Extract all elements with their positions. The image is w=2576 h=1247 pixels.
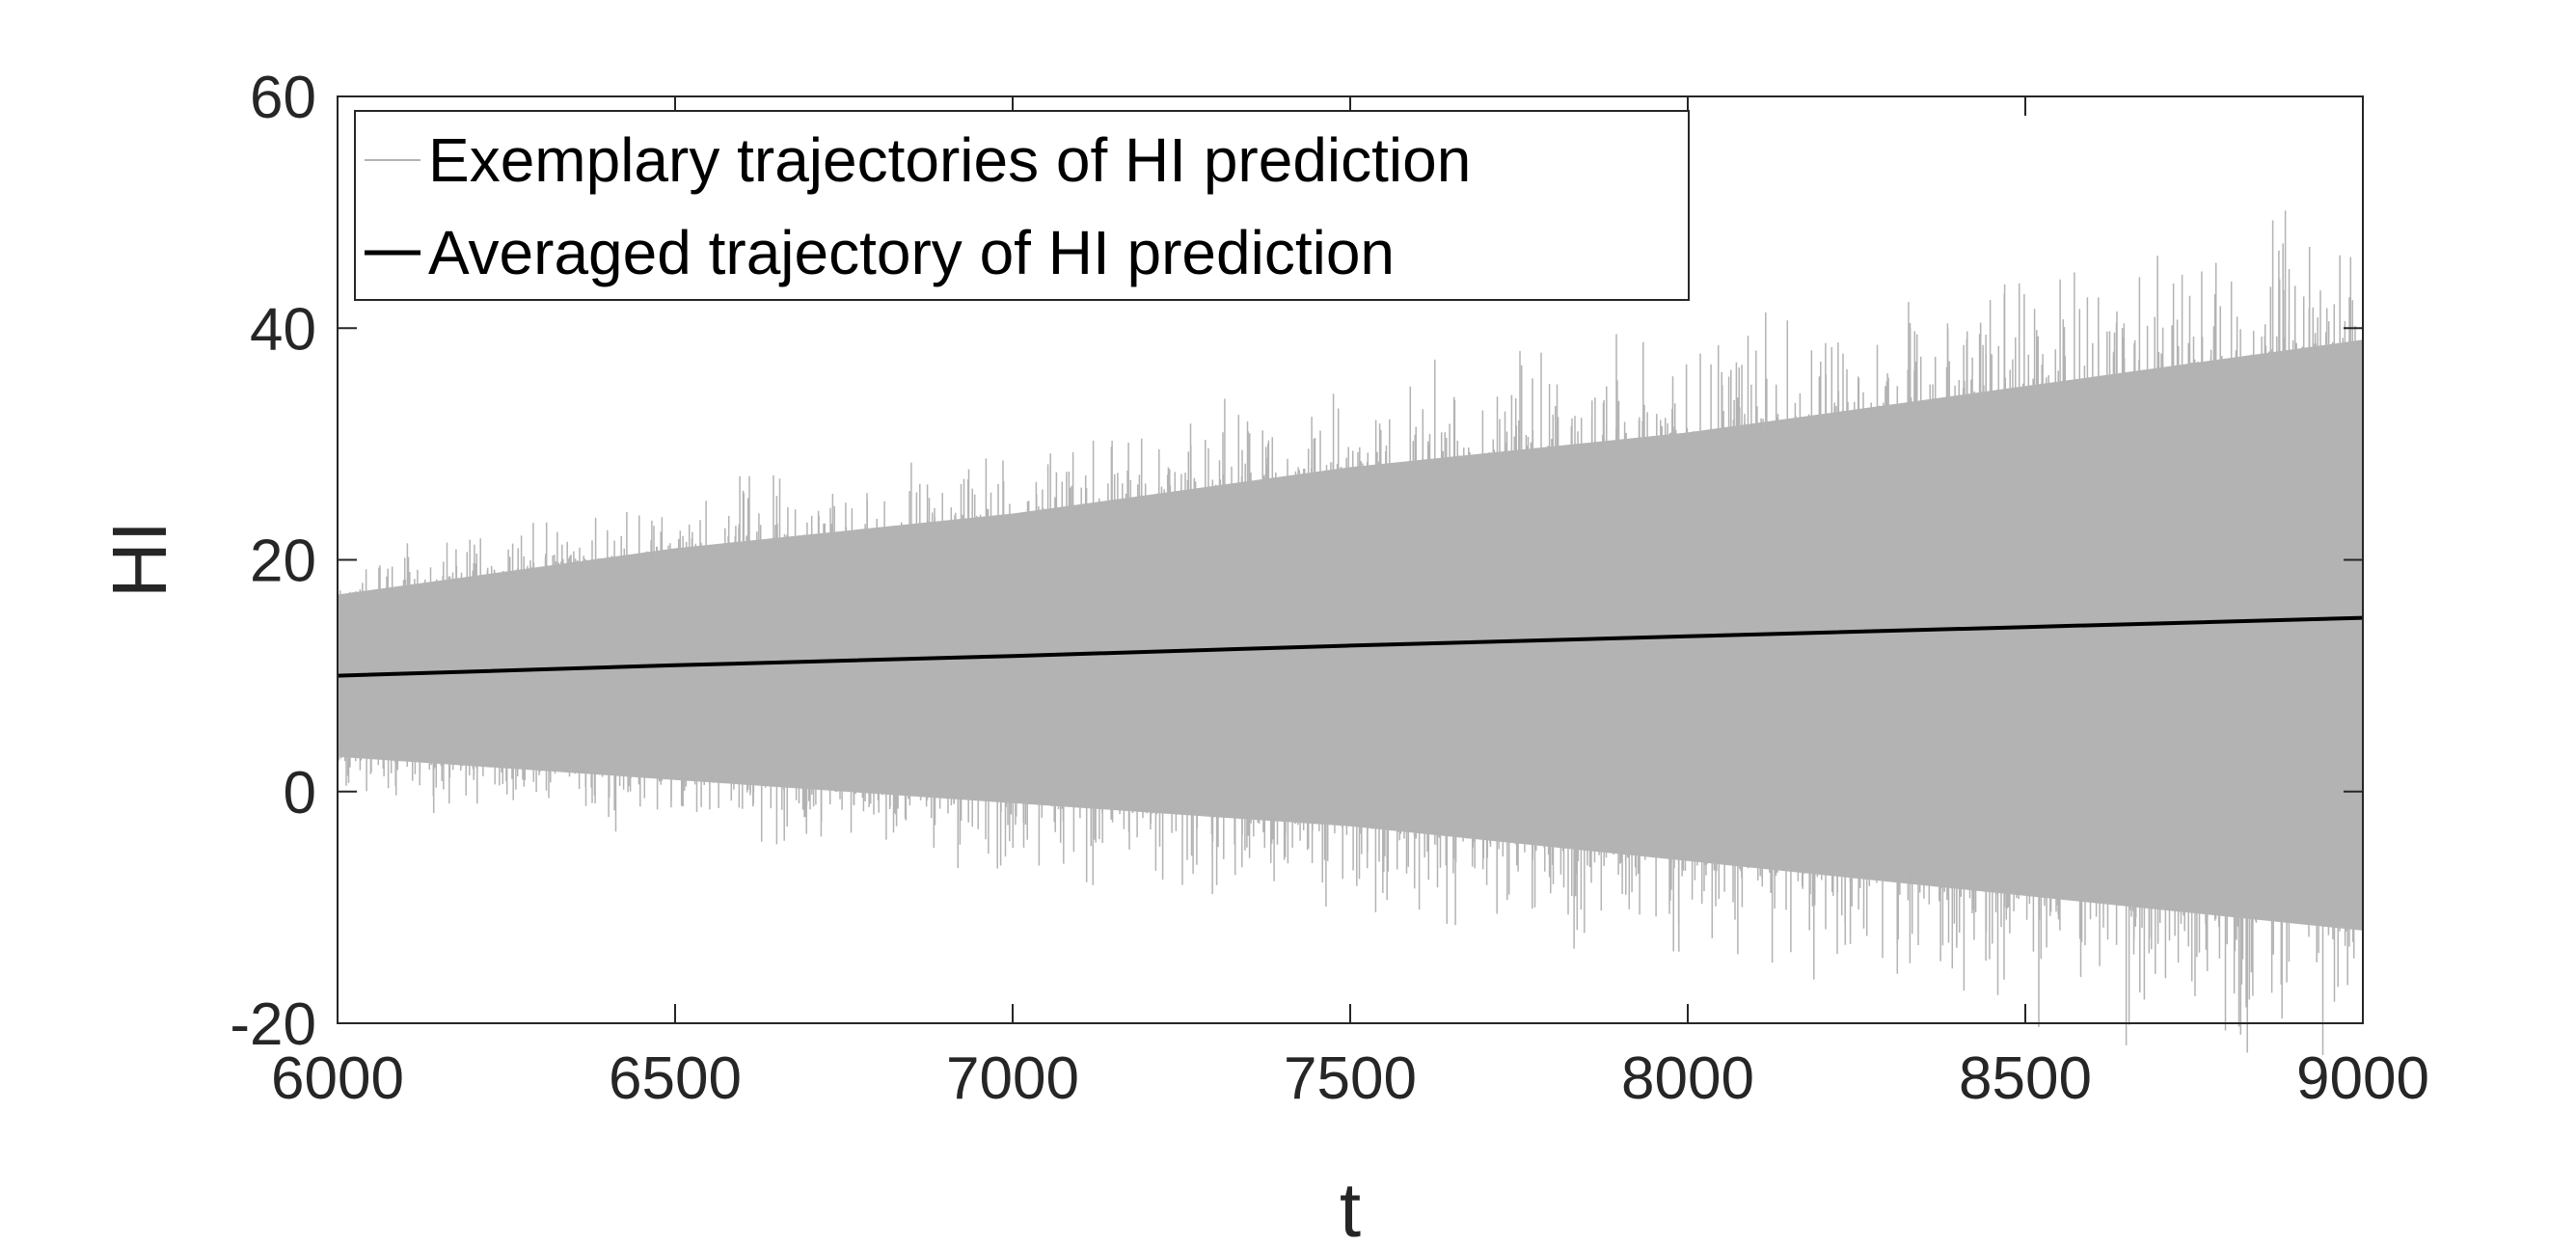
x-tick-label: 7000 [946, 1045, 1079, 1112]
x-tick-label: 7500 [1284, 1045, 1417, 1112]
legend: Exemplary trajectories of HI prediction … [354, 110, 1690, 301]
y-axis-ticks: -20 0 20 40 60 [230, 65, 2363, 1058]
x-tick-label: 6000 [271, 1045, 404, 1112]
average-trajectory [337, 615, 2364, 678]
y-axis-label: HI [96, 521, 182, 598]
legend-box [354, 110, 1690, 301]
trajectories-band-area [338, 339, 2363, 931]
x-tick-label: 6500 [609, 1045, 742, 1112]
x-tick-label: 8000 [1621, 1045, 1754, 1112]
average-trajectory-line [337, 615, 2364, 678]
y-tick-label: 20 [250, 529, 316, 595]
x-tick-label: 9000 [2296, 1045, 2429, 1112]
x-tick-label: 8500 [1959, 1045, 2092, 1112]
x-axis-label: t [1340, 1167, 1361, 1247]
x-axis-ticks: 6000 6500 7000 7500 8000 8500 9000 [271, 96, 2429, 1112]
legend-label-average: Averaged trajectory of HI prediction [428, 218, 1395, 287]
legend-label-trajectories: Exemplary trajectories of HI prediction [428, 125, 1471, 195]
y-tick-label: 40 [250, 296, 316, 363]
y-tick-label: 0 [284, 760, 316, 827]
y-tick-label: 60 [250, 65, 316, 131]
y-tick-label: -20 [230, 991, 316, 1058]
